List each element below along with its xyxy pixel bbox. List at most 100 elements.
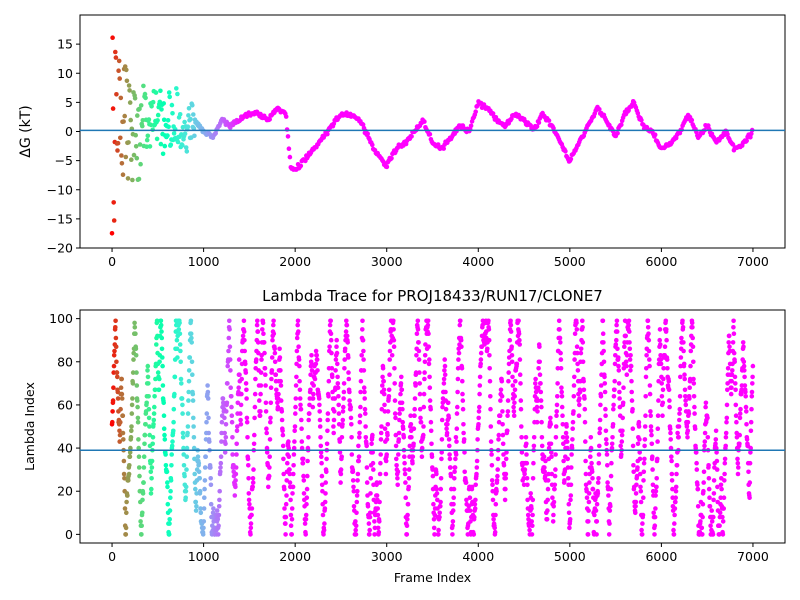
delta-g-point: [127, 100, 133, 105]
lambda-point: [225, 363, 230, 369]
lambda-point: [613, 342, 619, 347]
delta-g-point: [171, 131, 177, 136]
lambda-point: [448, 465, 453, 470]
delta-g-point: [158, 141, 164, 147]
lambda-point: [548, 415, 553, 421]
lambda-point: [701, 488, 706, 494]
lambda-point: [694, 450, 699, 455]
delta-g-point: [113, 55, 119, 60]
lambda-point: [428, 406, 434, 412]
lambda-point: [324, 469, 329, 475]
lambda-point: [132, 325, 138, 330]
lambda-point: [302, 521, 308, 526]
lambda-point: [651, 510, 656, 516]
lambda-point: [708, 523, 713, 528]
lambda-point: [238, 411, 243, 416]
lambda-point: [511, 409, 517, 414]
lambda-point: [322, 499, 328, 505]
lambda-point: [421, 424, 426, 429]
lambda-point: [488, 439, 494, 444]
lambda-point: [190, 391, 196, 397]
lambda-point: [114, 370, 120, 375]
lambda-point: [136, 465, 142, 470]
delta-g-point: [122, 113, 127, 119]
lambda-point: [319, 460, 324, 466]
lambda-point: [351, 504, 357, 509]
lambda-point: [460, 391, 465, 397]
lambda-point: [143, 422, 148, 427]
delta-g-point: [136, 176, 142, 182]
lambda-point: [171, 419, 176, 425]
lambda-point: [357, 413, 363, 419]
lambda-point: [121, 458, 127, 464]
lambda-point: [439, 456, 444, 462]
lambda-point: [216, 512, 222, 518]
lambda-point: [338, 471, 344, 477]
lambda-point: [289, 506, 295, 511]
lambda-point: [494, 488, 499, 494]
lambda-point: [263, 400, 269, 406]
lambda-point: [418, 419, 424, 425]
delta-g-point: [116, 68, 121, 73]
y-tick-label: 10: [57, 66, 73, 81]
lambda-point: [735, 456, 740, 462]
delta-g-point: [468, 123, 474, 129]
lambda-point: [639, 532, 645, 537]
delta-g-point: [137, 142, 143, 147]
lambda-point: [281, 471, 287, 477]
lambda-point: [113, 325, 118, 330]
lambda-point: [171, 428, 176, 434]
lambda-point: [165, 501, 171, 507]
lambda-point: [360, 318, 365, 324]
lambda-point: [673, 495, 678, 501]
lambda-point: [391, 344, 397, 350]
lambda-point: [664, 357, 670, 362]
lambda-point: [317, 409, 323, 414]
lambda-point: [283, 521, 288, 526]
lambda-point: [549, 471, 555, 477]
lambda-point: [415, 318, 421, 324]
lambda-point: [668, 430, 673, 436]
lambda-point: [741, 363, 747, 369]
lambda-point: [434, 491, 440, 496]
lambda-point: [707, 504, 713, 509]
lambda-point: [272, 346, 278, 352]
lambda-point: [428, 428, 434, 434]
delta-g-point: [138, 103, 144, 108]
lambda-point: [218, 454, 224, 460]
lambda-point: [305, 458, 310, 464]
lambda-point: [572, 331, 578, 337]
lambda-point: [246, 497, 252, 503]
lambda-point: [660, 387, 666, 393]
lambda-point: [314, 353, 320, 358]
lambda-point: [149, 458, 155, 464]
lambda-point: [148, 491, 154, 496]
lambda-point: [720, 514, 725, 520]
lambda-point: [722, 478, 727, 483]
lambda-point: [477, 383, 483, 388]
lambda-point: [318, 443, 324, 449]
lambda-point: [737, 441, 742, 447]
lambda-point: [486, 318, 491, 324]
lambda-point: [174, 337, 180, 343]
lambda-point: [202, 478, 208, 483]
lambda-point: [505, 409, 511, 414]
lambda-point: [410, 460, 415, 466]
lambda-point: [462, 469, 468, 475]
lambda-point: [605, 480, 610, 485]
lambda-point: [264, 426, 269, 432]
delta-g-point: [147, 144, 153, 149]
lambda-point: [293, 404, 298, 410]
lambda-point: [722, 460, 728, 466]
lambda-point: [238, 422, 244, 427]
lambda-point: [258, 383, 264, 388]
x-tick-label: 4000: [462, 254, 494, 269]
lambda-point: [261, 340, 267, 345]
lambda-point: [218, 460, 224, 466]
lambda-point: [538, 398, 544, 403]
lambda-point: [432, 532, 437, 537]
lambda-point: [341, 404, 346, 410]
delta-g-point: [536, 120, 542, 125]
lambda-point: [551, 512, 556, 518]
delta-g-point: [149, 104, 154, 109]
